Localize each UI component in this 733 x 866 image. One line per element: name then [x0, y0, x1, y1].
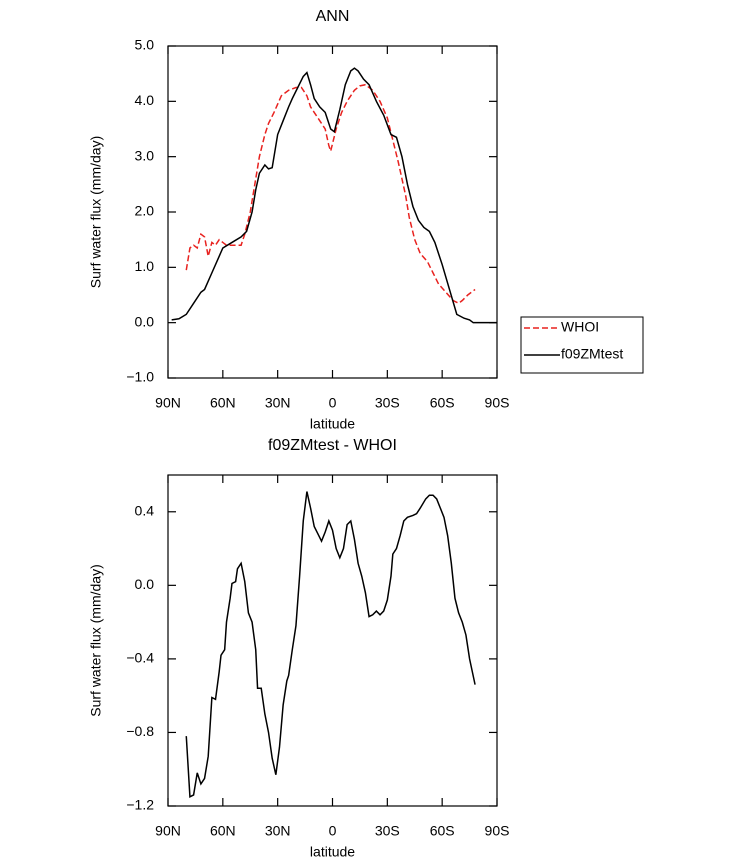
legend-label: WHOI [561, 319, 599, 335]
y-tick-label: 5.0 [135, 37, 155, 53]
x-tick-label: 60S [430, 395, 455, 411]
y-tick-label: −1.0 [126, 369, 154, 385]
y-axis-label: Surf water flux (mm/day) [88, 564, 104, 716]
x-tick-label: 90N [155, 823, 181, 839]
plot-frame [167, 474, 498, 807]
x-tick-label: 0 [329, 823, 337, 839]
x-tick-label: 0 [329, 395, 337, 411]
plot-frame [167, 45, 498, 379]
y-tick-label: 0.0 [135, 576, 155, 592]
x-tick-label: 60S [430, 823, 455, 839]
chart-title: f09ZMtest - WHOI [268, 437, 397, 454]
x-tick-label: 30S [375, 823, 400, 839]
legend-label: f09ZMtest [561, 346, 623, 362]
y-tick-label: 0.4 [135, 502, 155, 518]
x-axis-label: latitude [310, 416, 355, 432]
x-tick-label: 90S [485, 823, 510, 839]
line-series [185, 83, 476, 305]
x-tick-label: 90S [485, 395, 510, 411]
y-tick-label: −1.2 [126, 797, 154, 813]
y-axis-label: Surf water flux (mm/day) [88, 136, 104, 288]
x-tick-label: 60N [210, 395, 236, 411]
chart-title: ANN [316, 8, 350, 25]
x-axis-label: latitude [310, 844, 355, 860]
line-series [171, 67, 497, 324]
y-tick-label: 4.0 [135, 92, 155, 108]
y-tick-label: −0.4 [126, 650, 154, 666]
y-tick-label: 1.0 [135, 258, 155, 274]
y-tick-label: −0.8 [126, 723, 154, 739]
y-tick-label: 0.0 [135, 313, 155, 329]
legend-box [520, 316, 644, 374]
y-tick-label: 2.0 [135, 203, 155, 219]
x-tick-label: 30S [375, 395, 400, 411]
line-series [185, 491, 476, 798]
y-tick-label: 3.0 [135, 147, 155, 163]
x-tick-label: 60N [210, 823, 236, 839]
x-tick-label: 30N [265, 823, 291, 839]
x-tick-label: 90N [155, 395, 181, 411]
x-tick-label: 30N [265, 395, 291, 411]
